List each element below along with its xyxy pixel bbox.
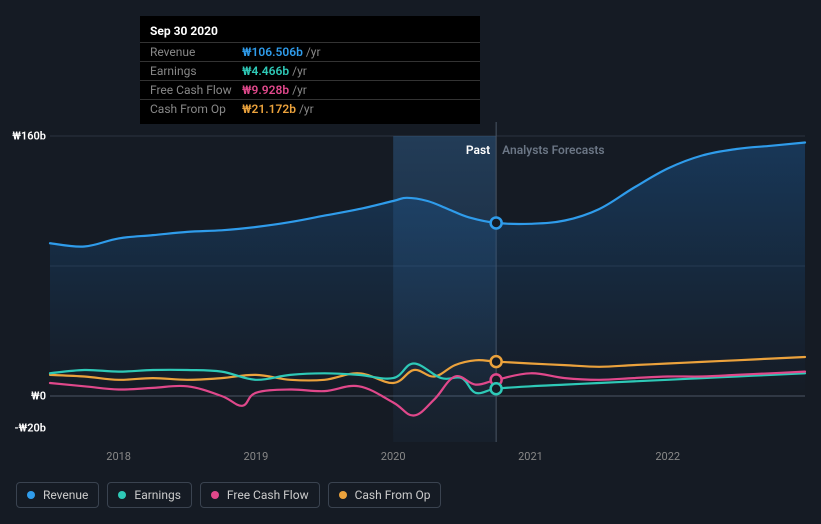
earnings-revenue-chart[interactable]: ₩160b₩0-₩20b 20182019202020212022 Past A… — [16, 122, 805, 442]
tooltip-series-value: ₩9.928b — [242, 83, 289, 97]
legend-dot-icon — [211, 491, 219, 499]
y-axis-label: ₩0 — [6, 390, 46, 403]
legend-label: Free Cash Flow — [227, 488, 309, 502]
forecasts-label: Analysts Forecasts — [502, 143, 604, 157]
chart-svg — [16, 122, 805, 442]
marker-revenue — [491, 217, 502, 228]
tooltip-row: Earnings₩4.466b/yr — [140, 61, 480, 80]
legend-label: Revenue — [43, 488, 88, 502]
tooltip-series-unit: /yr — [292, 64, 307, 78]
chart-tooltip: Sep 30 2020 Revenue₩106.506b/yrEarnings₩… — [140, 16, 480, 124]
tooltip-series-label: Revenue — [150, 45, 242, 59]
x-axis-label: 2022 — [655, 450, 680, 463]
tooltip-date: Sep 30 2020 — [140, 22, 480, 42]
marker-cash_from_op — [491, 356, 502, 367]
x-axis-label: 2020 — [381, 450, 406, 463]
legend-item-free_cash_flow[interactable]: Free Cash Flow — [200, 482, 320, 508]
tooltip-series-label: Earnings — [150, 64, 242, 78]
y-axis-label: -₩20b — [6, 422, 46, 435]
legend-label: Cash From Op — [355, 488, 431, 502]
tooltip-series-unit: /yr — [299, 102, 314, 116]
x-axis-label: 2018 — [106, 450, 131, 463]
legend-item-earnings[interactable]: Earnings — [107, 482, 192, 508]
tooltip-series-value: ₩4.466b — [242, 64, 289, 78]
tooltip-series-unit: /yr — [292, 83, 307, 97]
tooltip-series-label: Free Cash Flow — [150, 83, 242, 97]
tooltip-row: Revenue₩106.506b/yr — [140, 42, 480, 61]
legend-dot-icon — [27, 491, 35, 499]
tooltip-series-value: ₩21.172b — [242, 102, 296, 116]
tooltip-series-unit: /yr — [306, 45, 321, 59]
y-axis-label: ₩160b — [6, 130, 46, 143]
tooltip-row: Free Cash Flow₩9.928b/yr — [140, 80, 480, 99]
legend-item-cash_from_op[interactable]: Cash From Op — [328, 482, 442, 508]
chart-legend: Revenue Earnings Free Cash Flow Cash From O… — [16, 482, 441, 508]
legend-item-revenue[interactable]: Revenue — [16, 482, 99, 508]
tooltip-series-label: Cash From Op — [150, 102, 242, 116]
legend-dot-icon — [118, 491, 126, 499]
x-axis-label: 2019 — [244, 450, 269, 463]
legend-dot-icon — [339, 491, 347, 499]
tooltip-row: Cash From Op₩21.172b/yr — [140, 99, 480, 118]
legend-label: Earnings — [134, 488, 181, 502]
x-axis-label: 2021 — [518, 450, 543, 463]
marker-earnings — [491, 383, 502, 394]
past-label: Past — [466, 143, 490, 157]
tooltip-series-value: ₩106.506b — [242, 45, 303, 59]
